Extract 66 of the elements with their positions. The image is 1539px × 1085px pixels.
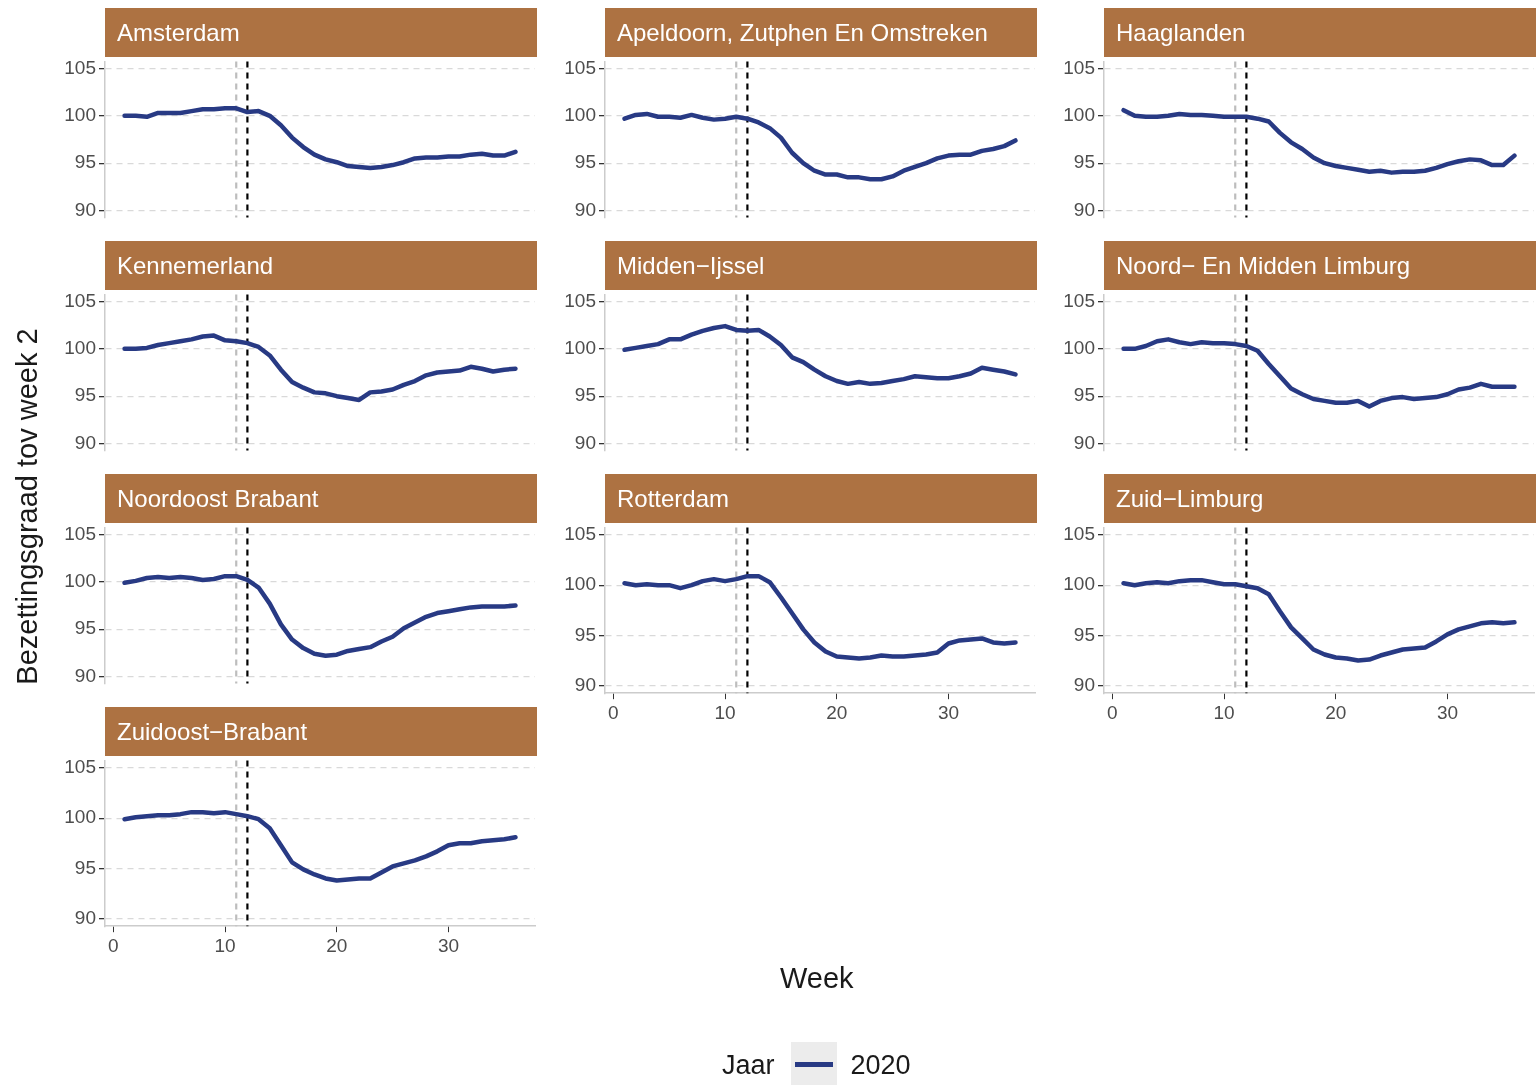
y-tick-label: 100 (1063, 104, 1095, 126)
chart-title: Midden−Ijssel (605, 241, 1037, 290)
x-tick-label: 10 (1213, 701, 1235, 723)
y-tick-label: 100 (64, 337, 96, 359)
chart-title: Rotterdam (605, 474, 1037, 523)
x-axis-title: Week (780, 962, 854, 995)
y-tick-label: 90 (74, 431, 96, 453)
legend-title: Jaar (722, 1049, 775, 1081)
y-tick-label: 100 (64, 104, 96, 126)
chart-title: Amsterdam (105, 8, 537, 57)
y-tick-label: 105 (564, 289, 596, 311)
x-tick-label: 10 (214, 934, 236, 956)
chart-title: Zuidoost−Brabant (105, 707, 537, 756)
x-tick-label: 20 (826, 701, 848, 723)
y-tick-label: 95 (574, 384, 596, 406)
y-tick-label: 90 (74, 198, 96, 220)
chart-title: Apeldoorn, Zutphen En Omstreken (605, 8, 1037, 57)
y-tick-label: 105 (64, 289, 96, 311)
y-tick-label: 95 (1073, 151, 1095, 173)
x-tick-label: 10 (714, 701, 736, 723)
y-tick-label: 105 (1063, 523, 1095, 545)
y-tick-label: 95 (74, 151, 96, 173)
y-tick-label: 90 (74, 906, 96, 928)
y-tick-label: 100 (1063, 337, 1095, 359)
y-tick-label: 90 (574, 673, 596, 695)
y-tick-label: 105 (64, 56, 96, 78)
y-tick-label: 100 (1063, 573, 1095, 595)
y-tick-label: 95 (74, 384, 96, 406)
x-tick-label: 0 (608, 701, 619, 723)
y-tick-label: 90 (1073, 673, 1095, 695)
y-axis-title: Bezettingsgraad tov week 2 (10, 328, 44, 685)
x-tick-label: 30 (1436, 701, 1459, 723)
y-tick-label: 105 (1063, 289, 1095, 311)
x-tick-label: 0 (1107, 701, 1118, 723)
y-tick-label: 90 (574, 198, 596, 220)
y-tick-label: 105 (564, 56, 596, 78)
y-tick-label: 90 (574, 431, 596, 453)
y-tick-label: 90 (1073, 198, 1095, 220)
chart-title: Noord− En Midden Limburg (1104, 241, 1536, 290)
y-tick-label: 90 (74, 664, 96, 686)
y-tick-label: 100 (564, 104, 596, 126)
y-tick-label: 95 (74, 856, 96, 878)
y-tick-label: 100 (564, 337, 596, 359)
y-tick-label: 100 (564, 573, 596, 595)
x-tick-label: 30 (437, 934, 460, 956)
y-tick-label: 90 (1073, 431, 1095, 453)
y-tick-label: 95 (74, 617, 96, 639)
chart-title: Kennemerland (105, 241, 537, 290)
y-tick-label: 105 (64, 756, 96, 778)
y-tick-label: 95 (1073, 623, 1095, 645)
y-tick-label: 105 (1063, 56, 1095, 78)
x-tick-label: 30 (937, 701, 960, 723)
y-tick-label: 105 (64, 522, 96, 544)
x-tick-label: 20 (1325, 701, 1347, 723)
y-tick-label: 95 (574, 151, 596, 173)
chart-title: Zuid−Limburg (1104, 474, 1536, 523)
y-tick-label: 105 (564, 523, 596, 545)
legend-label: 2020 (850, 1049, 911, 1081)
x-tick-label: 20 (326, 934, 348, 956)
x-tick-label: 0 (108, 934, 119, 956)
y-tick-label: 95 (574, 623, 596, 645)
y-tick-label: 95 (1073, 384, 1095, 406)
y-tick-label: 100 (64, 570, 96, 592)
y-tick-label: 100 (64, 806, 96, 828)
chart-title: Haaglanden (1104, 8, 1536, 57)
chart-title: Noordoost Brabant (105, 474, 537, 523)
